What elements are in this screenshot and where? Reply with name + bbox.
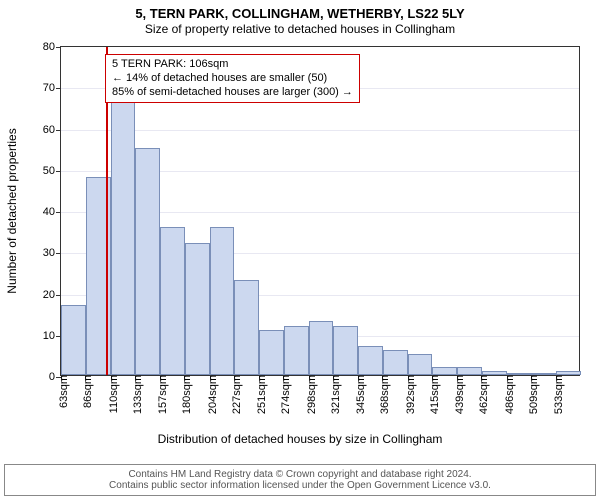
bar <box>111 95 136 376</box>
bar <box>160 227 185 376</box>
bar <box>284 326 309 376</box>
ytick-label: 30 <box>43 247 61 259</box>
bar <box>61 305 86 375</box>
bar <box>259 330 284 375</box>
xtick-label: 415sqm <box>429 375 441 414</box>
y-axis-label: Number of detached properties <box>5 128 19 293</box>
ytick-label: 50 <box>43 165 61 177</box>
bar <box>333 326 358 376</box>
xtick-label: 133sqm <box>132 375 144 414</box>
bar <box>383 350 408 375</box>
bar <box>210 227 235 376</box>
annotation-line: 5 TERN PARK: 106sqm <box>112 58 353 72</box>
xtick-label: 486sqm <box>504 375 516 414</box>
xtick-label: 274sqm <box>280 375 292 414</box>
annotation-line: ← 14% of detached houses are smaller (50… <box>112 72 353 86</box>
bar <box>457 367 482 375</box>
bar <box>309 321 334 375</box>
ytick-label: 70 <box>43 82 61 94</box>
xtick-label: 345sqm <box>355 375 367 414</box>
xtick-label: 439sqm <box>454 375 466 414</box>
x-axis-label: Distribution of detached houses by size … <box>0 432 600 446</box>
gridline <box>61 130 579 131</box>
ytick-label: 10 <box>43 330 61 342</box>
xtick-label: 157sqm <box>157 375 169 414</box>
bar <box>358 346 383 375</box>
xtick-label: 204sqm <box>207 375 219 414</box>
chart-container: 5, TERN PARK, COLLINGHAM, WETHERBY, LS22… <box>0 0 600 500</box>
xtick-label: 392sqm <box>405 375 417 414</box>
xtick-label: 509sqm <box>528 375 540 414</box>
footer-line-2: Contains public sector information licen… <box>9 480 591 491</box>
xtick-label: 462sqm <box>478 375 490 414</box>
xtick-label: 251sqm <box>256 375 268 414</box>
xtick-label: 110sqm <box>108 375 120 413</box>
ytick-label: 40 <box>43 206 61 218</box>
xtick-label: 368sqm <box>379 375 391 414</box>
annotation-box: 5 TERN PARK: 106sqm← 14% of detached hou… <box>105 54 360 103</box>
bar <box>234 280 259 375</box>
ytick-label: 20 <box>43 289 61 301</box>
xtick-label: 321sqm <box>330 375 342 414</box>
xtick-label: 180sqm <box>181 375 193 414</box>
ytick-label: 80 <box>43 41 61 53</box>
bar <box>135 148 160 375</box>
footer-line-1: Contains HM Land Registry data © Crown c… <box>9 469 591 480</box>
xtick-label: 227sqm <box>231 375 243 414</box>
bar <box>185 243 210 375</box>
xtick-label: 533sqm <box>553 375 565 414</box>
ytick-label: 60 <box>43 124 61 136</box>
chart-title: 5, TERN PARK, COLLINGHAM, WETHERBY, LS22… <box>0 0 600 22</box>
footer-attribution: Contains HM Land Registry data © Crown c… <box>4 464 596 496</box>
chart-subtitle: Size of property relative to detached ho… <box>0 22 600 40</box>
xtick-label: 298sqm <box>306 375 318 414</box>
annotation-line: 85% of semi-detached houses are larger (… <box>112 86 353 100</box>
bar <box>432 367 457 375</box>
xtick-label: 86sqm <box>82 375 94 408</box>
bar <box>408 354 433 375</box>
xtick-label: 63sqm <box>58 375 70 408</box>
